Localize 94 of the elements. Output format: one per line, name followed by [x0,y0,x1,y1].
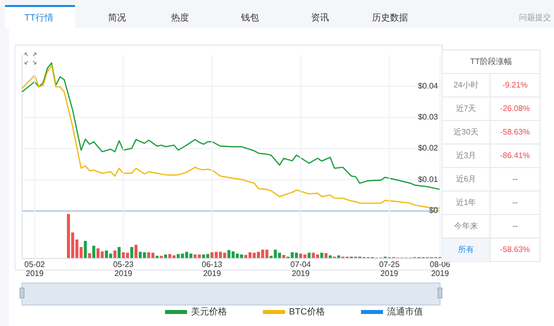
bar [218,252,222,258]
bar [164,254,168,258]
bar [290,252,294,258]
y-tick-label: $0.02 [418,144,439,153]
bar [214,252,218,258]
category-label: 近30天 [454,127,478,136]
x-tick-label: 05-02 2019 [24,260,46,278]
bar [113,250,116,258]
bar [278,252,282,258]
bar [168,254,172,258]
bar [100,251,104,258]
bar [109,254,112,258]
bar [206,254,210,258]
bar [308,252,311,258]
legend-label: 流通市值 [387,306,423,316]
bar [236,254,239,258]
y-tick-label: $0.03 [418,112,439,122]
category-label: TT行情 [24,12,54,22]
bar [248,252,252,258]
text: -9.21% [502,80,528,90]
x-tick-label: 05-23 2019 [113,260,134,278]
text: -26.08% [500,104,530,113]
bar [328,255,332,258]
category-label: 资讯 [311,12,329,22]
bar [92,246,96,258]
bar [96,248,100,258]
bar [240,254,244,258]
bar [265,250,268,258]
bar [274,250,277,258]
text: -58.63% [500,244,530,254]
bar [252,252,256,258]
bar [210,252,214,258]
legend-label: 美元价格 [191,306,227,316]
bar [147,252,150,258]
category-label: 历史数据 [372,12,408,22]
y-tick-label: $0 [429,206,439,216]
bar [261,250,264,258]
bar [185,252,188,258]
bar [303,254,306,258]
category-label: 热度 [171,12,189,22]
bar [194,254,197,258]
bar [126,252,130,258]
bar [104,250,108,258]
bar [189,254,192,258]
category-label: 24小时 [454,80,478,90]
text: -- [512,198,518,207]
category-label: 今年来 [454,221,478,230]
bar [122,252,125,258]
bar [320,252,324,258]
bar [180,254,184,258]
bar [324,253,328,258]
bar [202,254,206,258]
bar [223,252,226,258]
bar [294,252,298,258]
y-tick-label: $0.01 [418,174,439,184]
text: -58.63% [500,127,530,136]
bar [244,254,248,258]
bar [142,252,146,258]
bar [88,253,92,258]
bar [312,252,315,258]
category-label: 简况 [108,12,126,22]
x-tick-label: 07-04 2019 [290,260,312,278]
bar [130,247,134,258]
y-tick-label: $0.04 [418,81,439,90]
bar [337,255,340,258]
bar [138,252,142,258]
bar [299,254,302,258]
bar [151,252,154,258]
text: 问题提交 [519,13,551,22]
category-label: 近7天 [456,104,476,113]
bar [256,252,260,258]
text: TT阶段涨幅 [470,56,512,66]
text: -- [512,221,518,230]
x-tick-label: 06-13 2019 [202,260,223,278]
bar [176,254,180,258]
bar [316,254,320,258]
category-label: 近6月 [456,174,476,184]
bar [84,240,87,258]
category-label: 近3月 [456,150,476,160]
bar [198,254,201,258]
bar [118,247,121,258]
bar [232,251,235,258]
category-label: 近1年 [456,198,476,207]
legend-label: BTC价格 [289,306,325,316]
text: -86.41% [500,150,530,160]
text: -- [512,174,518,184]
bar [66,214,70,258]
x-tick-label: 07-25 2019 [379,260,400,278]
bar [227,250,230,258]
bar [134,244,138,258]
bar [282,254,286,258]
category-label: 钱包 [240,12,259,22]
bar [172,255,176,258]
category-label: 所有 [458,244,474,254]
